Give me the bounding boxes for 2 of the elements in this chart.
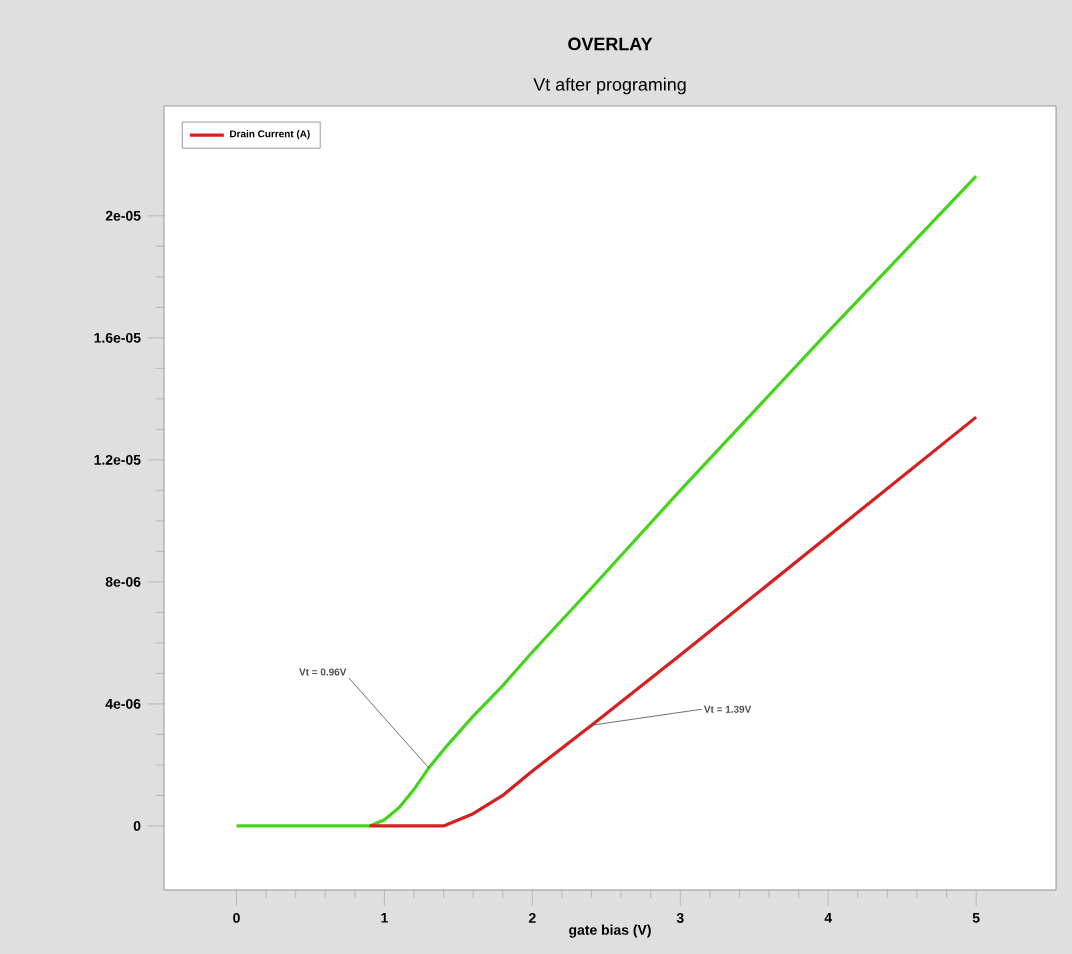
chart-subtitle: Vt after programing (533, 77, 686, 95)
chart-title: OVERLAY (568, 37, 653, 51)
